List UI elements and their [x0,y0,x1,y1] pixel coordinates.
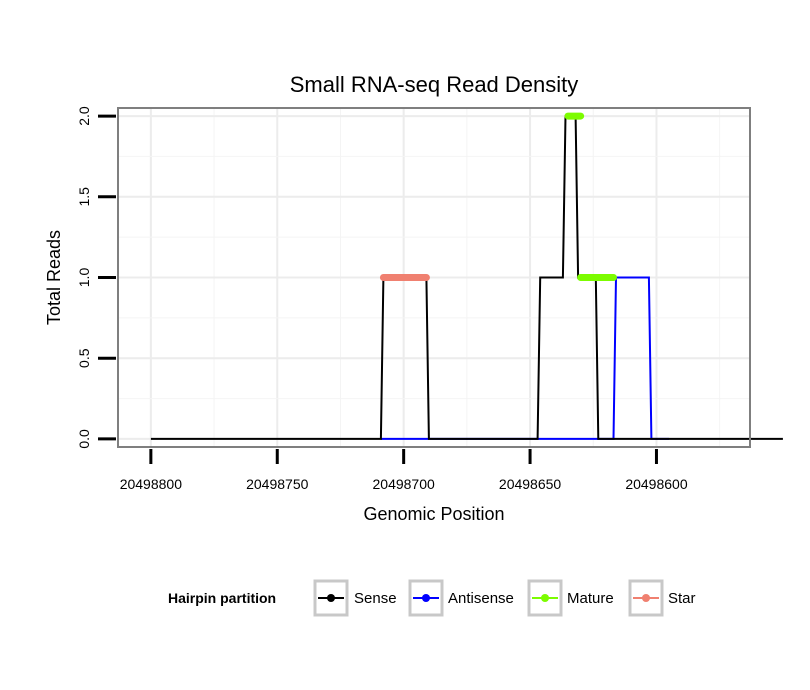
plot-border-rect [117,107,751,448]
x-axis: 20498800 20498750 20498700 20498650 20498600 [120,449,688,492]
chart-title: Small RNA-seq Read Density [290,72,579,97]
legend-key-point [642,594,650,602]
x-tick-label: 20498750 [246,476,309,492]
x-axis-title: Genomic Position [363,504,504,524]
legend-title: Hairpin partition [168,590,276,606]
x-tick-label: 20498650 [499,476,562,492]
y-axis: 0.0 0.5 1.0 1.5 2.0 [76,106,116,449]
legend-key-point [422,594,430,602]
y-tick-label: 1.5 [76,187,92,207]
y-tick-label: 0.0 [76,429,92,449]
x-tick-label: 20498600 [625,476,688,492]
legend-key-point [541,594,549,602]
legend-label-star: Star [668,590,696,607]
y-tick-label: 1.0 [76,268,92,288]
legend: Hairpin partition Sense Antisense Mature St… [168,579,696,617]
legend-label-antisense: Antisense [448,590,514,607]
x-tick-label: 20498800 [120,476,183,492]
x-tick-label: 20498700 [373,476,436,492]
partition-highlights [379,112,617,281]
y-tick-label: 0.5 [76,348,92,368]
y-tick-label: 2.0 [76,106,92,126]
legend-key-point [327,594,335,602]
plot-border [117,107,751,448]
y-axis-title: Total Reads [44,230,64,325]
legend-label-sense: Sense [354,590,397,607]
legend-label-mature: Mature [567,590,614,607]
